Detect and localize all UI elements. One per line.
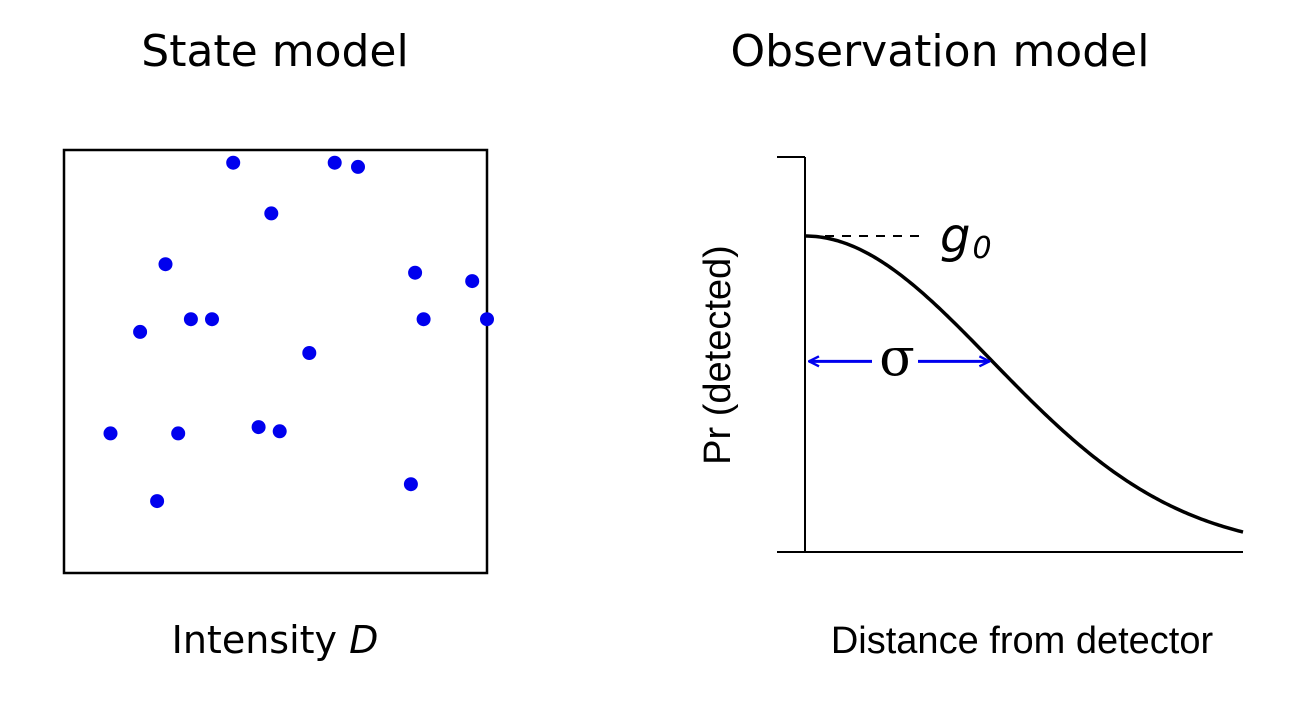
- activity-center-point: [403, 477, 418, 492]
- activity-center-point: [264, 206, 279, 221]
- activity-center-point: [158, 257, 173, 272]
- detection-function-curve: [804, 234, 1244, 534]
- g0-subscript: 0: [972, 231, 991, 266]
- activity-center-point: [480, 312, 494, 327]
- state-model-title: State model: [141, 26, 408, 77]
- activity-center-point: [133, 324, 148, 339]
- activity-center-point: [171, 426, 186, 441]
- detection-axes: [777, 156, 1243, 553]
- sigma-label: σ: [879, 328, 915, 388]
- activity-center-point: [408, 265, 423, 280]
- state-space-box: [62, 148, 489, 575]
- activity-center-point: [465, 274, 480, 289]
- activity-center-point: [351, 159, 365, 174]
- activity-centers: [103, 155, 494, 509]
- x-axis-label: Distance from detector: [831, 620, 1214, 662]
- observation-model-title: Observation model: [731, 26, 1150, 77]
- activity-center-point: [205, 312, 219, 327]
- y-axis-label: Pr (detected): [697, 245, 739, 465]
- g0-symbol: g: [940, 208, 970, 264]
- intensity-label: Intensity: [172, 618, 349, 662]
- g0-label: g0: [940, 208, 992, 266]
- activity-center-point: [272, 424, 287, 439]
- activity-center-point: [183, 312, 198, 327]
- intensity-symbol: D: [349, 618, 378, 662]
- activity-center-point: [103, 426, 118, 441]
- activity-center-point: [150, 494, 165, 509]
- activity-center-point: [302, 346, 317, 360]
- intensity-caption: Intensity D: [172, 618, 379, 662]
- activity-center-point: [226, 155, 241, 170]
- activity-center-point: [251, 420, 266, 435]
- activity-center-point: [416, 312, 431, 327]
- activity-center-point: [327, 155, 342, 170]
